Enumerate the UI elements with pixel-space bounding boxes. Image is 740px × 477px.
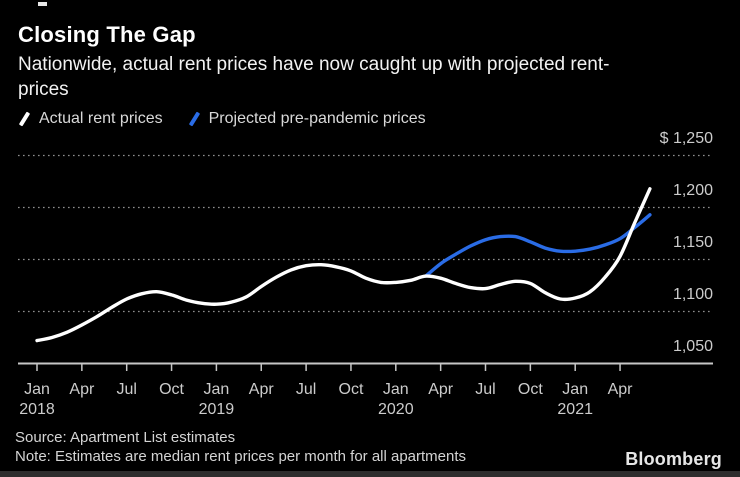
y-axis-label: 1,100	[672, 285, 713, 303]
x-axis-month-label: Apr	[69, 381, 95, 398]
x-axis-year-label: 2021	[557, 401, 593, 418]
legend-item-actual: Actual rent prices	[15, 110, 163, 128]
note-text: Note: Estimates are median rent prices p…	[15, 448, 467, 465]
x-axis-month-label: Apr	[428, 381, 454, 398]
window-corner-dash	[38, 2, 47, 6]
y-axis-label: 1,200	[672, 181, 713, 199]
x-axis-month-label: Jan	[24, 381, 50, 398]
x-axis-month-label: Oct	[338, 381, 364, 398]
legend-label-projected: Projected pre-pandemic prices	[208, 110, 426, 127]
x-axis-year-label: 2020	[378, 401, 414, 418]
y-axis-label: $ 1,250	[659, 129, 713, 147]
y-axis-label: 1,150	[672, 233, 713, 251]
x-axis-month-label: Jul	[116, 381, 137, 398]
x-axis-month-label: Jul	[295, 381, 317, 398]
series-lines	[35, 187, 652, 343]
source-text: Source: Apartment List estimates	[15, 429, 236, 446]
x-axis-ticks	[36, 364, 621, 371]
chart-legend: Actual rent prices Projected pre-pandemi…	[15, 108, 426, 130]
chart-subtitle-line1: Nationwide, actual rent prices have now …	[18, 54, 610, 75]
footer-bar	[0, 471, 740, 477]
x-axis-month-label: Oct	[159, 381, 184, 398]
legend-item-projected: Projected pre-pandemic prices	[185, 110, 426, 128]
chart-subtitle-line2: prices	[18, 79, 69, 100]
x-axis-month-label: Apr	[607, 381, 633, 398]
series-line-projected	[424, 213, 652, 278]
x-axis-month-label: Jan	[562, 381, 589, 398]
x-axis-year-label: 2019	[198, 401, 235, 418]
x-axis-month-label: Jan	[382, 381, 409, 398]
gridlines	[18, 154, 713, 365]
page-title: Closing The Gap	[18, 22, 196, 47]
x-axis-month-label: Apr	[248, 381, 274, 398]
series-line-actual	[35, 187, 652, 343]
x-axis-month-label: Oct	[517, 381, 543, 398]
y-axis-label: 1,050	[672, 337, 713, 355]
x-axis-year-label: 2018	[19, 401, 55, 418]
chart-subtitle: Nationwide, actual rent prices have now …	[18, 52, 609, 102]
legend-label-actual: Actual rent prices	[39, 110, 163, 127]
x-axis-month-label: Jan	[203, 381, 230, 398]
x-axis-month-label: Jul	[475, 381, 496, 398]
bloomberg-logo: Bloomberg	[625, 449, 722, 469]
